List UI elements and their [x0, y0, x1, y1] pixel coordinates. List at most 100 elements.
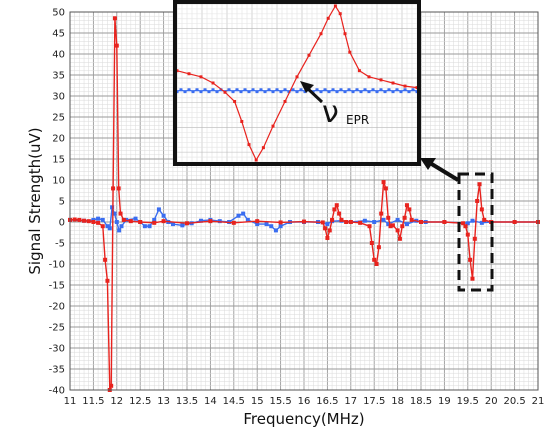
series-1-point	[114, 43, 119, 48]
series-1-point	[367, 224, 372, 229]
grid	[69, 11, 539, 391]
inset-red-point	[333, 4, 337, 8]
inset-red-point	[254, 158, 258, 162]
inset-blue-point	[383, 90, 387, 94]
series-2-point	[107, 226, 112, 231]
series-1-point	[103, 257, 108, 262]
series-1-point	[323, 226, 328, 231]
inset-blue-point	[403, 88, 407, 92]
series-1-point	[461, 221, 466, 226]
inset-blue-point	[319, 90, 323, 94]
x-tick-label: 20	[485, 396, 498, 407]
inset-blue-point	[211, 88, 215, 92]
y-axis-title: Signal Strength(uV)	[26, 127, 44, 274]
y-tick-label: -20	[49, 302, 65, 313]
inset-blue-point	[395, 88, 399, 92]
inset-blue-point	[183, 90, 187, 94]
inset-blue-point	[355, 88, 359, 92]
inset-red-point	[379, 78, 383, 82]
inset-blue-point	[375, 90, 379, 94]
inset-red-point	[271, 124, 275, 128]
x-tick-label: 12	[110, 396, 123, 407]
inset-blue-point	[267, 88, 271, 92]
inset-blue-point	[215, 90, 219, 94]
series-2-point	[245, 217, 250, 222]
inset-blue-point	[323, 88, 327, 92]
series-1-point	[128, 219, 133, 224]
inset-blue-point	[263, 90, 267, 94]
series-1-point	[302, 219, 306, 224]
inset-blue-point	[179, 88, 183, 92]
series-1-point	[334, 203, 339, 208]
series-1-point	[118, 211, 123, 216]
series-2-point	[142, 224, 147, 229]
inset-blue-point	[247, 90, 251, 94]
y-tick-label: -30	[49, 344, 65, 355]
series-2-point	[236, 213, 241, 218]
inset-red-point	[199, 75, 203, 79]
y-tick-label: -15	[49, 281, 65, 292]
x-tick-label: 11.5	[82, 396, 104, 407]
x-tick-label: 17	[344, 396, 357, 407]
y-tick-label: -5	[55, 239, 65, 250]
inset-blue-point	[279, 90, 283, 94]
series-2-point	[91, 217, 96, 222]
y-tick-label: 40	[52, 50, 65, 61]
inset-blue-point	[347, 88, 351, 92]
zoom-box	[457, 172, 494, 292]
series-2-point	[161, 213, 166, 218]
series-1-point	[379, 211, 384, 216]
series-2-point	[105, 224, 110, 229]
series-1-point	[185, 221, 189, 226]
series-1-point	[348, 220, 353, 224]
inset-red-point	[283, 99, 287, 103]
series-2-point	[255, 222, 260, 227]
series-1-point	[138, 220, 143, 224]
series-1-point	[255, 219, 260, 224]
x-tick-label: 19.5	[457, 396, 479, 407]
series-2-point	[170, 222, 175, 227]
inset-blue-point	[359, 90, 363, 94]
inset-blue-point	[239, 90, 243, 94]
series-2-point	[114, 220, 119, 224]
series-1-point	[121, 217, 126, 222]
series-1-point	[337, 211, 342, 216]
inset-blue-point	[315, 88, 319, 92]
series-2-point	[273, 228, 278, 233]
series-1-point	[208, 219, 213, 224]
series-1-point	[374, 262, 379, 266]
y-tick-label: 15	[52, 155, 65, 166]
series-2-point	[100, 217, 105, 222]
inset-blue-point	[207, 90, 211, 94]
series-1-point	[470, 276, 475, 281]
x-axis-title: Frequency(MHz)	[243, 410, 364, 428]
series-1-point	[383, 186, 388, 191]
x-tick-label: 17.5	[363, 396, 385, 407]
inset-blue-point	[259, 88, 263, 92]
series-2-point	[465, 221, 470, 226]
x-tick-label: 19	[438, 396, 451, 407]
inset-red-point	[233, 99, 237, 103]
y-tick-label: 45	[52, 29, 65, 40]
inset-red-point	[240, 120, 244, 123]
inset-red-point	[187, 72, 191, 76]
epr-arrow-head	[300, 81, 314, 93]
series-2-point	[372, 220, 377, 224]
inset-blue-point	[287, 90, 291, 94]
x-tick-label: 16.5	[316, 396, 338, 407]
x-tick-label: 15	[251, 396, 264, 407]
series-1-point	[231, 220, 236, 225]
x-tick-label: 15.5	[269, 396, 291, 407]
series-2-point	[180, 223, 185, 228]
epr-label: ν	[322, 95, 339, 130]
inset-blue-point	[191, 90, 195, 94]
inset-blue-point	[411, 88, 415, 92]
series-1-point	[479, 207, 484, 212]
series-2-point	[241, 211, 246, 216]
series-1-point	[395, 228, 400, 233]
series-1-point	[109, 383, 114, 388]
series-1-point	[442, 220, 447, 224]
inset-red-point	[319, 32, 323, 36]
y-tick-label: 35	[52, 71, 65, 82]
inset-blue-point	[335, 90, 339, 94]
